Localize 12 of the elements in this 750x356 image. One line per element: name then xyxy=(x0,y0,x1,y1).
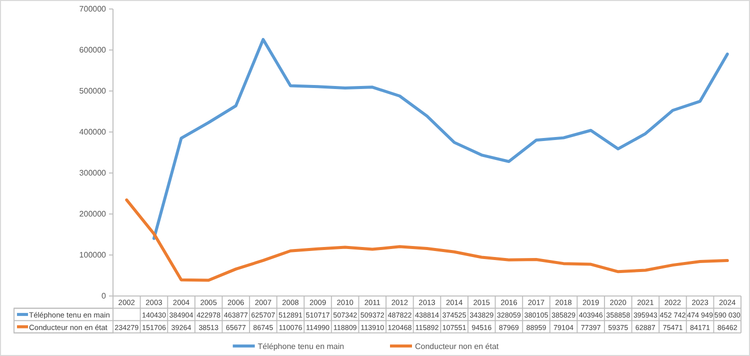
y-tick-label: 200000 xyxy=(79,210,107,219)
y-tick-label: 400000 xyxy=(79,128,107,137)
text: Conducteur non en état xyxy=(415,342,499,351)
y-tick-label: 500000 xyxy=(79,86,107,96)
y-tick-label: 700000 xyxy=(79,4,107,14)
y-tick-label: 300000 xyxy=(79,168,107,178)
line-series xyxy=(152,38,729,240)
y-tick-label: 600000 xyxy=(79,46,107,55)
text: Téléphone tenu en main xyxy=(258,342,344,351)
y-tick-label: 100000 xyxy=(79,250,107,260)
y-tick-label: 0 xyxy=(102,292,107,301)
line-series xyxy=(125,198,729,282)
